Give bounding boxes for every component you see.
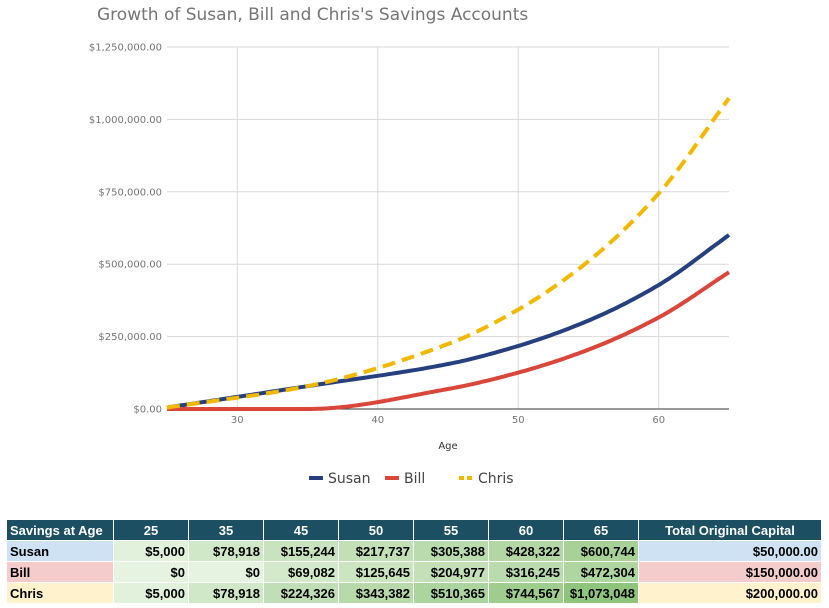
header-age-25: 25 (113, 519, 189, 541)
savings-cell: $510,365 (413, 582, 489, 604)
savings-cell: $316,245 (488, 561, 564, 583)
savings-cell: $204,977 (413, 561, 489, 583)
header-age-65: 65 (563, 519, 639, 541)
line-chart: $0.00 $250,000.00 $500,000.00 $750,000.00 $1… (89, 43, 731, 487)
chart-title: Growth of Susan, Bill and Chris's Saving… (97, 5, 529, 25)
savings-cell: $343,382 (338, 582, 414, 604)
savings-cell: $0 (113, 561, 189, 583)
series-line-bill (167, 270, 731, 411)
x-tick-label: 40 (371, 415, 384, 426)
table-row-bill: Bill $0 $0 $69,082 $125,645 $204,977 $316,245 $… (6, 561, 822, 583)
y-tick-label: $750,000.00 (98, 187, 162, 198)
savings-cell: $744,567 (488, 582, 564, 604)
savings-cell: $305,388 (413, 540, 489, 562)
savings-cell: $69,082 (263, 561, 339, 583)
capital-cell: $200,000.00 (638, 582, 822, 604)
savings-cell: $5,000 (113, 582, 189, 604)
y-tick-label: $1,000,000.00 (89, 115, 162, 126)
savings-cell: $428,322 (488, 540, 564, 562)
row-name: Susan (6, 540, 114, 562)
legend: Susan Bill Chris (309, 471, 514, 487)
savings-cell: $217,737 (338, 540, 414, 562)
savings-cell: $0 (188, 561, 264, 583)
row-name: Chris (6, 582, 114, 604)
x-tick-label: 50 (512, 415, 525, 426)
y-tick-label: $0.00 (133, 405, 162, 416)
header-age-35: 35 (188, 519, 264, 541)
legend-label-bill: Bill (404, 471, 425, 487)
savings-cell: $1,073,048 (563, 582, 639, 604)
header-age-50: 50 (338, 519, 414, 541)
legend-label-chris: Chris (478, 471, 514, 487)
y-tick-label: $500,000.00 (98, 260, 162, 271)
x-tick-label: 30 (231, 415, 244, 426)
grid-layer (167, 46, 729, 409)
x-axis-ticks: 30 40 50 60 (231, 415, 665, 426)
table-header-row: Savings at Age 25 35 45 50 55 60 65 Total Origin… (6, 519, 822, 541)
savings-cell: $78,918 (188, 540, 264, 562)
series-layer (166, 97, 731, 411)
savings-cell: $155,244 (263, 540, 339, 562)
y-tick-label: $1,250,000.00 (89, 43, 162, 54)
series-line-chris (166, 97, 731, 410)
header-savings-at-age: Savings at Age (6, 519, 114, 541)
series-line-susan (166, 233, 731, 410)
table-row-chris: Chris $5,000 $78,918 $224,326 $343,382 $510,3… (6, 582, 822, 604)
y-tick-label: $250,000.00 (98, 332, 162, 343)
capital-cell: $150,000.00 (638, 561, 822, 583)
x-tick-label: 60 (652, 415, 665, 426)
savings-cell: $472,304 (563, 561, 639, 583)
table-row-susan: Susan $5,000 $78,918 $155,244 $217,737 $305,3… (6, 540, 822, 562)
legend-label-susan: Susan (328, 471, 371, 487)
savings-cell: $78,918 (188, 582, 264, 604)
y-axis-ticks: $0.00 $250,000.00 $500,000.00 $750,000.00 $1… (89, 43, 162, 416)
header-age-60: 60 (488, 519, 564, 541)
table-body: Susan $5,000 $78,918 $155,244 $217,737 $305,3… (6, 540, 822, 604)
header-total-capital: Total Original Capital (638, 519, 822, 541)
header-age-45: 45 (263, 519, 339, 541)
savings-table: Savings at Age 25 35 45 50 55 60 65 Total Origin… (6, 519, 822, 604)
savings-cell: $224,326 (263, 582, 339, 604)
row-name: Bill (6, 561, 114, 583)
savings-cell: $600,744 (563, 540, 639, 562)
savings-cell: $125,645 (338, 561, 414, 583)
capital-cell: $50,000.00 (638, 540, 822, 562)
x-axis-title: Age (438, 441, 457, 452)
savings-cell: $5,000 (113, 540, 189, 562)
header-age-55: 55 (413, 519, 489, 541)
